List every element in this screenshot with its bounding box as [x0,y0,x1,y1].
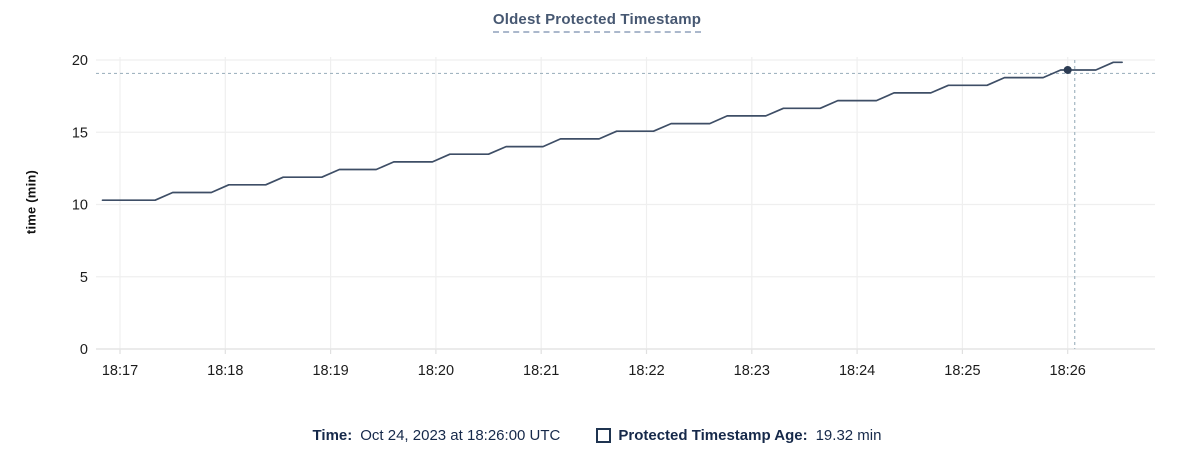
x-tick-label: 18:17 [102,363,138,379]
series-label: Protected Timestamp Age: [618,426,808,444]
x-tick-label: 18:20 [418,363,454,379]
hollow-square-icon [596,427,612,443]
series-line-protected-timestamp-age [101,61,1123,202]
chart-title-wrap: Oldest Protected Timestamp [0,11,1194,33]
timeseries-chart[interactable]: 0 5 10 15 20 18:17 18:18 18:19 18:20 18:21 18:22 18… [0,0,1194,400]
time-value: Oct 24, 2023 at 18:26:00 UTC [360,426,561,444]
y-tick-label: 20 [72,53,88,69]
chart-title[interactable]: Oldest Protected Timestamp [492,11,702,33]
x-tick-label: 18:24 [839,363,875,379]
y-tick-label: 0 [80,342,88,358]
hover-dot[interactable] [1063,65,1072,74]
x-tick-label: 18:22 [628,363,664,379]
x-tick-label: 18:26 [1050,363,1086,379]
y-tick-label: 5 [80,270,88,286]
x-tick-label: 18:21 [523,363,559,379]
series-value: 19.32 min [815,426,882,444]
x-tick-label: 18:23 [734,363,770,379]
x-tick-label: 18:18 [207,363,243,379]
legend-item-protected-timestamp-age[interactable]: Protected Timestamp Age: 19.32 min [596,427,881,444]
chart-footer: Time: Oct 24, 2023 at 18:26:00 UTC Prote… [0,423,1194,447]
x-tick-label: 18:25 [944,363,980,379]
y-tick-label: 15 [72,125,88,141]
x-tick-label: 18:19 [312,363,348,379]
y-tick-label: 10 [72,198,88,214]
time-label: Time: [312,426,353,444]
